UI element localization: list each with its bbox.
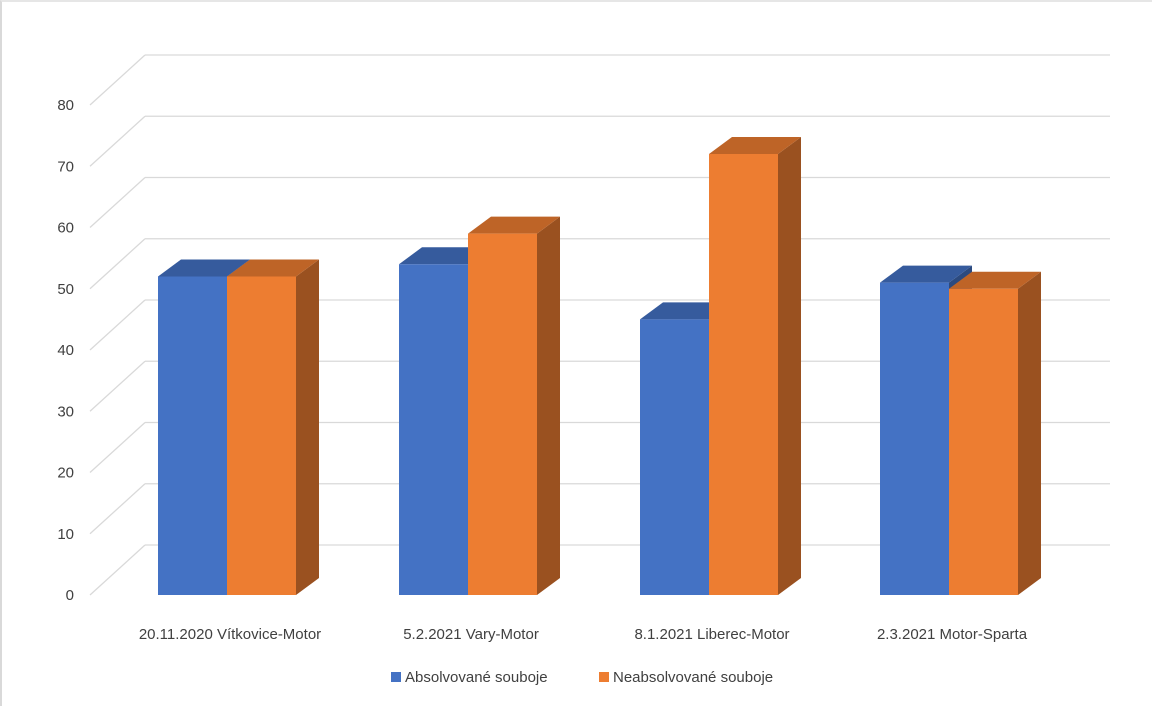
x-axis-labels: 20.11.2020 Vítkovice-Motor 5.2.2021 Vary-… (139, 626, 1028, 643)
bar-neabsolvovane-3 (949, 271, 1041, 595)
y-tick-label: 40 (57, 342, 74, 359)
y-tick-label: 70 (57, 158, 74, 175)
legend-label: Absolvované souboje (405, 669, 548, 686)
bar-front (399, 264, 468, 595)
bar-front (468, 233, 537, 595)
bar-top (158, 259, 250, 277)
legend-swatch (391, 672, 401, 682)
y-tick-label: 10 (57, 526, 74, 543)
bar-neabsolvovane-0 (227, 259, 319, 595)
bar-side (537, 216, 560, 595)
gridline-diagonal (89, 360, 146, 412)
bar-top (227, 259, 319, 277)
bar-top (468, 216, 560, 234)
gridline-diagonal (89, 238, 146, 290)
y-tick-label: 80 (57, 97, 74, 114)
y-tick-label: 60 (57, 220, 74, 237)
bar-front (158, 276, 227, 595)
bar-top (949, 271, 1041, 289)
gridline-diagonal (89, 483, 146, 535)
bar-side (778, 137, 801, 595)
x-category-label: 2.3.2021 Motor-Sparta (877, 626, 1028, 643)
y-tick-label: 30 (57, 403, 74, 420)
x-category-label: 20.11.2020 Vítkovice-Motor (139, 626, 321, 643)
x-category-label: 8.1.2021 Liberec-Motor (634, 626, 789, 643)
bar-front (227, 276, 296, 595)
bar-front (640, 319, 709, 595)
bar-front (949, 288, 1018, 595)
bar-front (709, 154, 778, 595)
legend-item: Absolvované souboje (391, 669, 548, 686)
gridline-diagonal (89, 177, 146, 228)
bar-neabsolvovane-2 (709, 137, 801, 595)
x-category-label: 5.2.2021 Vary-Motor (403, 626, 539, 643)
bar-side (1018, 271, 1041, 595)
legend-item: Neabsolvované souboje (599, 669, 773, 686)
bar-top (709, 137, 801, 154)
bar-top (880, 265, 972, 283)
bars (158, 137, 1041, 595)
y-tick-label: 20 (57, 465, 74, 482)
gridline-diagonal (89, 544, 146, 596)
bar-side (296, 259, 319, 595)
y-tick-label: 0 (66, 587, 74, 604)
bar-front (880, 282, 949, 595)
legend-swatch (599, 672, 609, 682)
bar-neabsolvovane-1 (468, 216, 560, 595)
legend-label: Neabsolvované souboje (613, 669, 773, 686)
y-axis-ticks: 0 10 20 30 40 50 60 70 80 (57, 97, 74, 604)
gridline-diagonal (89, 422, 146, 473)
gridline-diagonal (89, 299, 146, 351)
gridline-diagonal (89, 115, 146, 167)
gridline-diagonal (89, 54, 146, 106)
y-tick-label: 50 (57, 281, 74, 298)
legend: Absolvované souboje Neabsolvované souboje (391, 669, 773, 686)
